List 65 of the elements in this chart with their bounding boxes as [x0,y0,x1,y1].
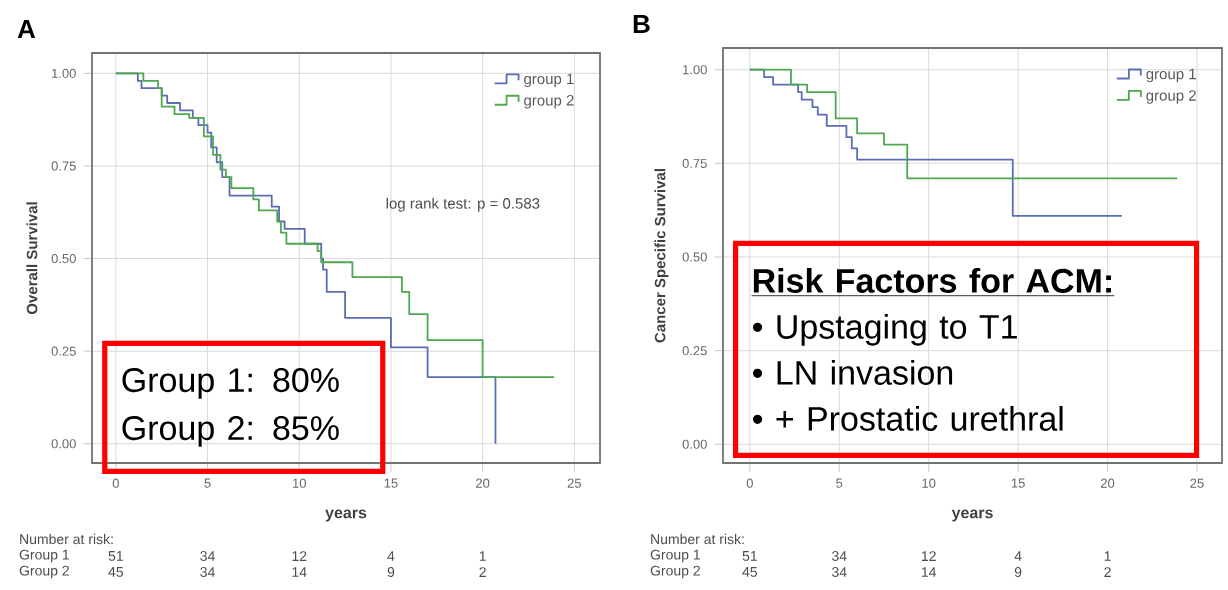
x-tick-label: 25 [1190,478,1204,488]
text: 9 [1014,567,1022,577]
annotation: Risk Factors for ACM: [753,267,1111,293]
text: 4 [387,551,395,561]
y-tick-label: 0.75 [682,158,707,168]
text: Group 2 [19,565,69,579]
text: 12 [292,551,307,561]
y-tick-label: 0.50 [682,252,707,262]
y-axis-title: Cancer Specific Survival [654,169,669,343]
text: 2 [479,567,486,577]
x-tick-label: 20 [476,478,490,488]
x-tick-label: 25 [567,478,581,488]
x-axis-title: years [325,509,367,522]
x-tick-label: 0 [112,478,119,488]
annotation: Group 1: 80% [122,368,339,399]
y-tick-label: 0.25 [682,346,707,356]
y-tick-label: 1.00 [683,65,707,75]
x-tick-label: 10 [293,478,306,488]
text: 34 [200,567,215,577]
x-tick-label: 5 [836,478,843,488]
annotation: • LN invasion [752,359,953,385]
legend-label: group 2 [1146,90,1196,104]
annotation: • Upstaging to T1 [752,313,1017,346]
y-tick-label: 0.00 [682,439,707,449]
x-tick-label: 15 [1011,478,1025,488]
x-tick-label: 0 [746,478,753,488]
y-tick-label: 0.25 [51,346,76,356]
chart-title: B [633,15,650,33]
text: 45 [108,567,124,577]
x-tick-label: 10 [922,478,936,488]
x-tick-label: 5 [204,478,211,488]
legend-label: group 2 [524,95,574,109]
text: 14 [921,567,937,577]
text: 34 [200,551,215,561]
text: 12 [921,551,936,561]
text: 2 [1104,567,1111,577]
y-axis-title: Overall Survival [26,202,38,315]
y-tick-label: 0.50 [51,253,76,264]
y-tick-label: 0.75 [51,161,76,171]
annotation: Group 2: 85% [122,416,339,447]
text: 34 [832,551,847,561]
annotation: • + Prostatic urethral [752,405,1063,431]
text: Number at risk: [651,533,744,545]
text: 34 [832,567,847,577]
y-tick-label: 1.00 [52,68,76,78]
text: 9 [387,567,395,577]
text: 1 [1104,551,1111,561]
text: Group 1 [19,549,69,563]
legend-label: group 1 [524,73,574,88]
text: Group 2 [650,565,700,579]
x-tick-label: 20 [1100,478,1115,488]
x-axis-title: years [951,509,993,522]
text: 14 [292,567,307,577]
text: 51 [108,551,123,561]
annotation: log rank test: p = 0.583 [386,197,540,212]
text: 45 [742,567,758,577]
y-tick-label: 0.00 [51,439,76,449]
text: Group 1 [650,549,700,563]
x-tick-label: 15 [384,478,398,488]
text: 1 [479,551,486,561]
legend-label: group 1 [1146,68,1196,83]
text: 51 [742,551,757,561]
text: 4 [1014,551,1022,561]
chart-title: A [17,20,36,38]
text: Number at risk: [20,533,113,545]
